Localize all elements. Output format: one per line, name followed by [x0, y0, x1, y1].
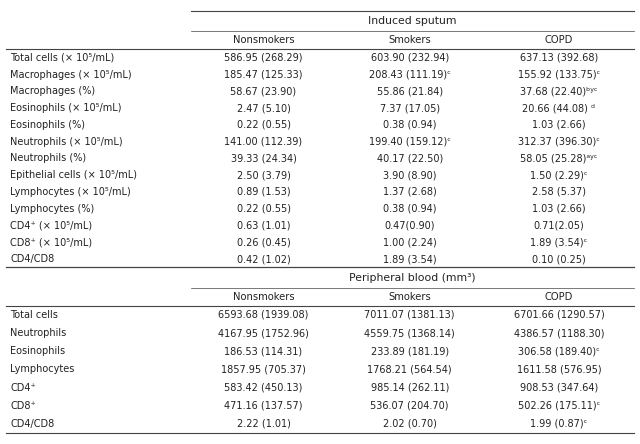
Text: 0.38 (0.94): 0.38 (0.94): [383, 120, 436, 130]
Text: 6701.66 (1290.57): 6701.66 (1290.57): [513, 310, 604, 320]
Text: 58.67 (23.90): 58.67 (23.90): [230, 86, 296, 96]
Text: 502.26 (175.11)ᶜ: 502.26 (175.11)ᶜ: [518, 401, 600, 411]
Text: 583.42 (450.13): 583.42 (450.13): [225, 383, 303, 392]
Text: 0.89 (1.53): 0.89 (1.53): [237, 187, 291, 197]
Text: 2.50 (3.79): 2.50 (3.79): [237, 170, 291, 180]
Text: 40.17 (22.50): 40.17 (22.50): [376, 154, 443, 163]
Text: 0.26 (0.45): 0.26 (0.45): [237, 237, 291, 247]
Text: 141.00 (112.39): 141.00 (112.39): [225, 137, 303, 147]
Text: CD4⁺: CD4⁺: [10, 383, 36, 392]
Text: Eosinophils (%): Eosinophils (%): [10, 120, 85, 130]
Text: 312.37 (396.30)ᶜ: 312.37 (396.30)ᶜ: [518, 137, 600, 147]
Text: 20.66 (44.08) ᵈ: 20.66 (44.08) ᵈ: [522, 103, 595, 113]
Text: 1768.21 (564.54): 1768.21 (564.54): [367, 365, 452, 374]
Text: 208.43 (111.19)ᶜ: 208.43 (111.19)ᶜ: [369, 70, 451, 79]
Text: CD4/CD8: CD4/CD8: [10, 419, 54, 429]
Text: 306.58 (189.40)ᶜ: 306.58 (189.40)ᶜ: [518, 346, 600, 356]
Text: 1857.95 (705.37): 1857.95 (705.37): [221, 365, 306, 374]
Text: 0.47(0.90): 0.47(0.90): [385, 221, 435, 230]
Text: 1.89 (3.54): 1.89 (3.54): [383, 254, 436, 264]
Text: Eosinophils (× 10⁵/mL): Eosinophils (× 10⁵/mL): [10, 103, 122, 113]
Text: 2.58 (5.37): 2.58 (5.37): [532, 187, 586, 197]
Text: Total cells (× 10⁵/mL): Total cells (× 10⁵/mL): [10, 53, 115, 63]
Text: 233.89 (181.19): 233.89 (181.19): [371, 346, 449, 356]
Text: Peripheral blood (mm³): Peripheral blood (mm³): [349, 273, 476, 282]
Text: Nonsmokers: Nonsmokers: [233, 292, 294, 302]
Text: 0.71(2.05): 0.71(2.05): [534, 221, 584, 230]
Text: Epithelial cells (× 10⁵/mL): Epithelial cells (× 10⁵/mL): [10, 170, 137, 180]
Text: Macrophages (%): Macrophages (%): [10, 86, 95, 96]
Text: 186.53 (114.31): 186.53 (114.31): [225, 346, 303, 356]
Text: 0.42 (1.02): 0.42 (1.02): [237, 254, 291, 264]
Text: 586.95 (268.29): 586.95 (268.29): [224, 53, 303, 63]
Text: 4167.95 (1752.96): 4167.95 (1752.96): [218, 328, 309, 338]
Text: Nonsmokers: Nonsmokers: [233, 36, 294, 45]
Text: 985.14 (262.11): 985.14 (262.11): [371, 383, 449, 392]
Text: Lymphocytes: Lymphocytes: [10, 365, 74, 374]
Text: 4386.57 (1188.30): 4386.57 (1188.30): [514, 328, 604, 338]
Text: COPD: COPD: [545, 36, 573, 45]
Text: Smokers: Smokers: [388, 292, 431, 302]
Text: Macrophages (× 10⁵/mL): Macrophages (× 10⁵/mL): [10, 70, 132, 79]
Text: 1.89 (3.54)ᶜ: 1.89 (3.54)ᶜ: [531, 237, 588, 247]
Text: 1.37 (2.68): 1.37 (2.68): [383, 187, 436, 197]
Text: 2.47 (5.10): 2.47 (5.10): [237, 103, 291, 113]
Text: 199.40 (159.12)ᶜ: 199.40 (159.12)ᶜ: [369, 137, 451, 147]
Text: 908.53 (347.64): 908.53 (347.64): [520, 383, 598, 392]
Text: Smokers: Smokers: [388, 36, 431, 45]
Text: Neutrophils (%): Neutrophils (%): [10, 154, 86, 163]
Text: 2.02 (0.70): 2.02 (0.70): [383, 419, 436, 429]
Text: 2.22 (1.01): 2.22 (1.01): [237, 419, 291, 429]
Text: 155.92 (133.75)ᶜ: 155.92 (133.75)ᶜ: [518, 70, 600, 79]
Text: Total cells: Total cells: [10, 310, 58, 320]
Text: 7.37 (17.05): 7.37 (17.05): [380, 103, 440, 113]
Text: Lymphocytes (× 10⁵/mL): Lymphocytes (× 10⁵/mL): [10, 187, 131, 197]
Text: 4559.75 (1368.14): 4559.75 (1368.14): [364, 328, 455, 338]
Text: 637.13 (392.68): 637.13 (392.68): [520, 53, 598, 63]
Text: 1.00 (2.24): 1.00 (2.24): [383, 237, 436, 247]
Text: COPD: COPD: [545, 292, 573, 302]
Text: CD4⁺ (× 10⁵/mL): CD4⁺ (× 10⁵/mL): [10, 221, 92, 230]
Text: 55.86 (21.84): 55.86 (21.84): [376, 86, 443, 96]
Text: CD8⁺: CD8⁺: [10, 401, 36, 411]
Text: 3.90 (8.90): 3.90 (8.90): [383, 170, 436, 180]
Text: 1611.58 (576.95): 1611.58 (576.95): [516, 365, 601, 374]
Text: 0.22 (0.55): 0.22 (0.55): [237, 120, 291, 130]
Text: 0.38 (0.94): 0.38 (0.94): [383, 204, 436, 214]
Text: 1.99 (0.87)ᶜ: 1.99 (0.87)ᶜ: [531, 419, 588, 429]
Text: 1.03 (2.66): 1.03 (2.66): [532, 120, 586, 130]
Text: CD4/CD8: CD4/CD8: [10, 254, 54, 264]
Text: 39.33 (24.34): 39.33 (24.34): [230, 154, 296, 163]
Text: Neutrophils: Neutrophils: [10, 328, 67, 338]
Text: Induced sputum: Induced sputum: [368, 16, 457, 26]
Text: 0.10 (0.25): 0.10 (0.25): [532, 254, 586, 264]
Text: 1.50 (2.29)ᶜ: 1.50 (2.29)ᶜ: [530, 170, 588, 180]
Text: 6593.68 (1939.08): 6593.68 (1939.08): [218, 310, 308, 320]
Text: 37.68 (22.40)ᵇʸᶜ: 37.68 (22.40)ᵇʸᶜ: [520, 86, 598, 96]
Text: 1.03 (2.66): 1.03 (2.66): [532, 204, 586, 214]
Text: 58.05 (25.28)ᵃʸᶜ: 58.05 (25.28)ᵃʸᶜ: [520, 154, 598, 163]
Text: 7011.07 (1381.13): 7011.07 (1381.13): [364, 310, 455, 320]
Text: 185.47 (125.33): 185.47 (125.33): [224, 70, 303, 79]
Text: Neutrophils (× 10⁵/mL): Neutrophils (× 10⁵/mL): [10, 137, 123, 147]
Text: Eosinophils: Eosinophils: [10, 346, 65, 356]
Text: CD8⁺ (× 10⁵/mL): CD8⁺ (× 10⁵/mL): [10, 237, 92, 247]
Text: 0.22 (0.55): 0.22 (0.55): [237, 204, 291, 214]
Text: 603.90 (232.94): 603.90 (232.94): [371, 53, 449, 63]
Text: 536.07 (204.70): 536.07 (204.70): [371, 401, 449, 411]
Text: 0.63 (1.01): 0.63 (1.01): [237, 221, 291, 230]
Text: Lymphocytes (%): Lymphocytes (%): [10, 204, 95, 214]
Text: 471.16 (137.57): 471.16 (137.57): [224, 401, 303, 411]
